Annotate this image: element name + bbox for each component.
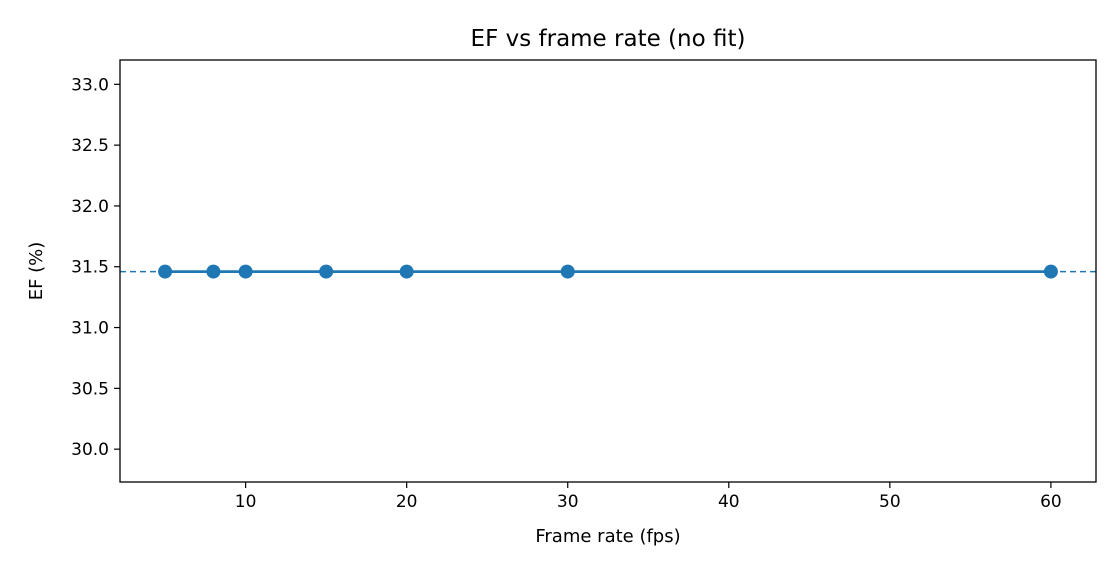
y-tick-label: 31.5	[71, 258, 109, 278]
y-tick-label: 32.0	[71, 197, 109, 217]
data-point	[238, 264, 253, 279]
y-tick-label: 32.5	[71, 136, 109, 156]
x-tick-label: 60	[1040, 492, 1062, 512]
x-tick-label: 30	[557, 492, 579, 512]
data-point	[1043, 264, 1058, 279]
y-tick-label: 30.0	[71, 440, 109, 460]
data-point	[206, 264, 221, 279]
x-axis-ticks: 10 20 30 40 50 60	[235, 482, 1062, 512]
data-point	[319, 264, 334, 279]
data-point	[560, 264, 575, 279]
y-tick-label: 30.5	[71, 379, 109, 399]
x-tick-label: 20	[396, 492, 418, 512]
data-point	[158, 264, 173, 279]
y-tick-label: 31.0	[71, 319, 109, 339]
y-axis-ticks: 30.0 30.5 31.0 31.5 32.0 32.5 33.0	[71, 75, 120, 460]
x-tick-label: 10	[235, 492, 257, 512]
plot-area	[120, 264, 1096, 279]
chart-title: EF vs frame rate (no fit)	[471, 26, 746, 52]
y-tick-label: 33.0	[71, 75, 109, 95]
y-axis-label: EF (%)	[26, 242, 47, 301]
x-axis-label: Frame rate (fps)	[535, 526, 680, 547]
x-tick-label: 50	[879, 492, 901, 512]
plot-frame	[119, 59, 1097, 483]
data-point	[399, 264, 414, 279]
x-tick-label: 40	[718, 492, 740, 512]
